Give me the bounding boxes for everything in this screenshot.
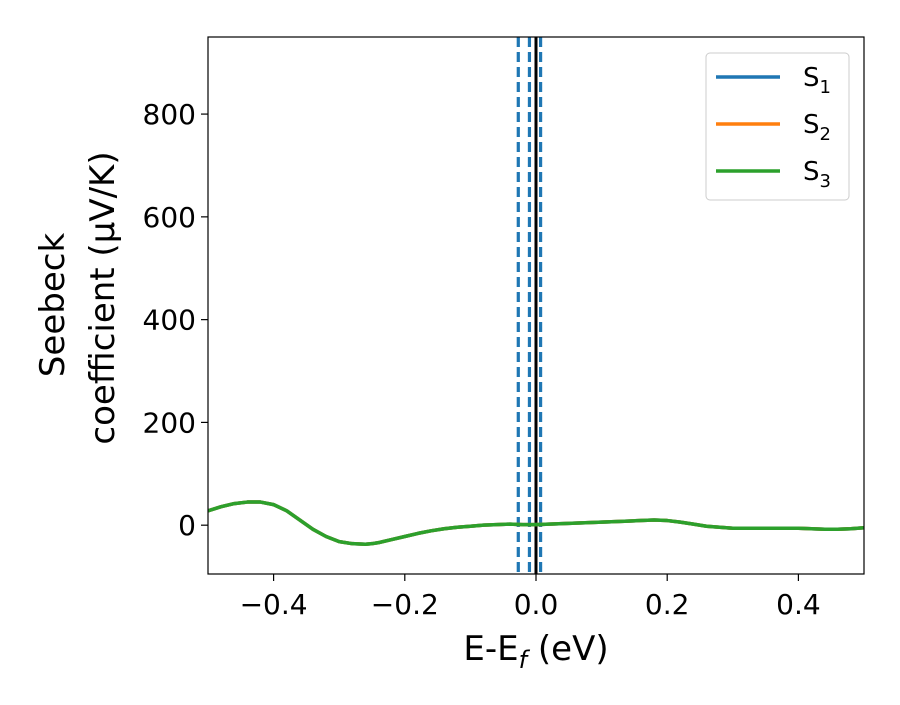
plot-area (208, 37, 864, 574)
x-tick-label: 0.0 (514, 588, 559, 621)
y-tick-label: 800 (143, 98, 196, 131)
y-tick-label: 400 (143, 304, 196, 337)
y-tick-label: 0 (178, 509, 196, 542)
legend-frame (705, 52, 850, 201)
legend-label-3: S3 (803, 157, 831, 192)
y-axis: 0 200 400 600 800 (143, 98, 208, 542)
x-tick-label: −0.4 (240, 588, 308, 621)
y-axis-title-line2: coefficient (μV/K) (83, 151, 123, 444)
x-axis: −0.4 −0.2 0.0 0.2 0.4 (240, 574, 821, 621)
legend: S1 S2 S3 (705, 52, 850, 201)
y-tick-label: 600 (143, 201, 196, 234)
y-axis-title-line1: Seebeck (33, 233, 73, 378)
x-tick-label: −0.2 (371, 588, 439, 621)
legend-label-1: S1 (803, 63, 831, 98)
legend-label-2: S2 (803, 110, 831, 145)
x-tick-label: 0.2 (645, 588, 690, 621)
series-line-3 (208, 500, 864, 546)
x-axis-title: E-Ef (eV) (463, 629, 608, 674)
y-tick-label: 200 (143, 406, 196, 439)
x-tick-label: 0.4 (776, 588, 821, 621)
